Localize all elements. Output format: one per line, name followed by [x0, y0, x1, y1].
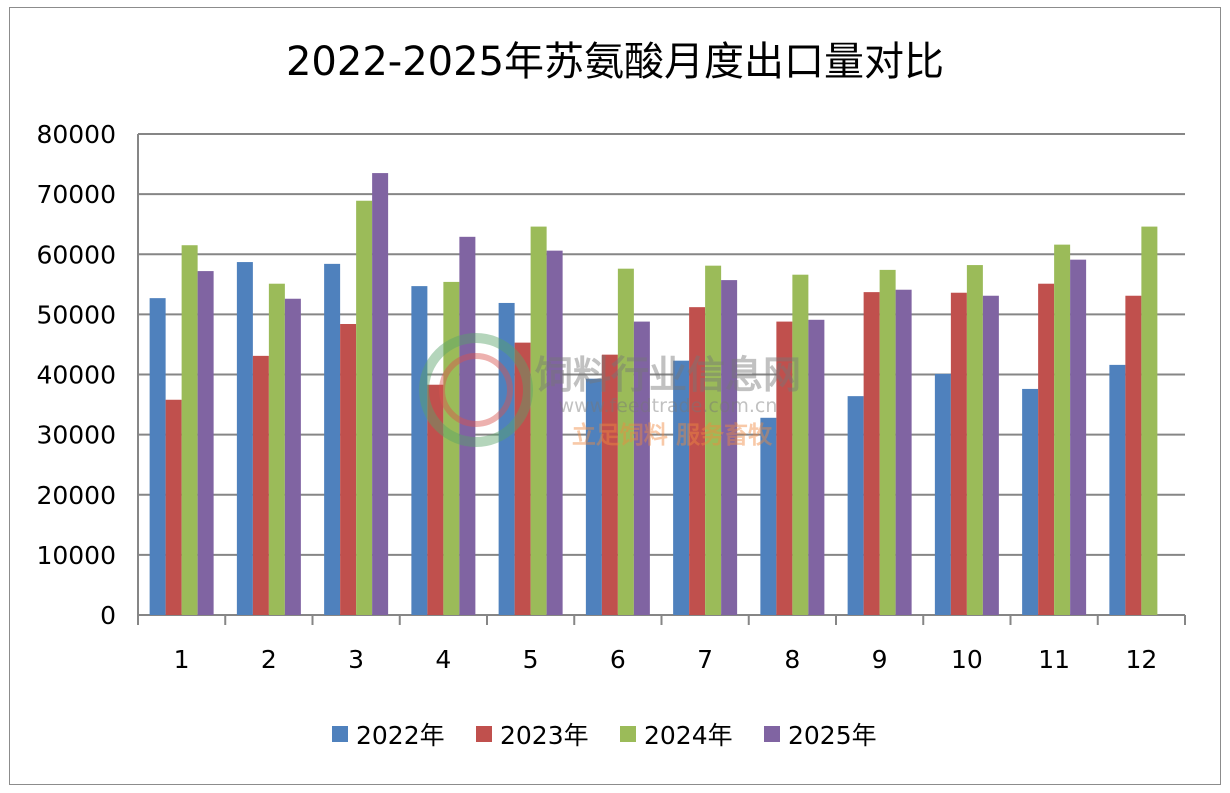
x-tick-label: 6: [610, 645, 626, 674]
bar-2023年-2: [252, 355, 269, 615]
chart-frame: [9, 7, 1221, 785]
bar-2022年-7: [673, 360, 690, 615]
bar-2024年-2: [268, 283, 285, 615]
x-tick-label: 7: [697, 645, 713, 674]
bar-2023年-1: [165, 399, 182, 615]
bar-2024年-7: [705, 265, 722, 615]
svg-text:立足饲料 服务畜牧: 立足饲料 服务畜牧: [572, 421, 773, 449]
bar-2024年-1: [181, 245, 198, 615]
chart-title: 2022-2025年苏氨酸月度出口量对比: [286, 39, 944, 85]
bar-2025年-4: [459, 236, 476, 615]
legend-swatch: [764, 726, 780, 742]
bar-2023年-7: [689, 307, 706, 615]
bar-2022年-9: [847, 396, 864, 615]
bar-2024年-12: [1141, 226, 1158, 615]
legend-label: 2023年: [500, 721, 589, 750]
y-tick-label: 60000: [36, 240, 116, 269]
x-tick-label: 1: [174, 645, 190, 674]
bar-2023年-9: [863, 292, 880, 615]
svg-text:饲料行业信息网: 饲料行业信息网: [535, 353, 801, 397]
bar-2023年-4: [427, 384, 444, 615]
legend-label: 2022年: [356, 721, 445, 750]
bar-2025年-11: [1070, 259, 1087, 615]
bar-2022年-5: [498, 302, 515, 615]
watermark: 饲料行业信息网 www.feedtrade.com.cn 立足饲料 服务畜牧: [419, 333, 801, 449]
bar-2022年-11: [1022, 388, 1039, 615]
bar-2023年-8: [776, 321, 793, 615]
y-tick-label: 10000: [36, 541, 116, 570]
bar-2024年-10: [966, 265, 983, 615]
x-tick-label: 5: [523, 645, 539, 674]
y-tick-label: 50000: [36, 300, 116, 329]
x-tick-label: 4: [435, 645, 451, 674]
bar-2023年-12: [1125, 295, 1142, 615]
bar-2025年-5: [546, 250, 563, 615]
bar-2024年-8: [792, 274, 809, 615]
y-tick-label: 20000: [36, 481, 116, 510]
bar-2022年-4: [411, 286, 428, 615]
x-tick-label: 11: [1038, 645, 1070, 674]
y-tick-label: 30000: [36, 421, 116, 450]
bar-2023年-11: [1038, 283, 1055, 615]
svg-text:www.feedtrade.com.cn: www.feedtrade.com.cn: [559, 395, 778, 417]
bar-2022年-3: [324, 263, 341, 615]
bar-2025年-6: [633, 321, 650, 615]
bar-2023年-6: [601, 354, 618, 615]
y-tick-label: 40000: [36, 361, 116, 390]
bar-2025年-2: [284, 298, 301, 615]
legend-swatch: [332, 726, 348, 742]
bar-2022年-10: [934, 373, 951, 615]
x-tick-label: 3: [348, 645, 364, 674]
y-tick-label: 70000: [36, 180, 116, 209]
bar-2022年-6: [585, 378, 602, 615]
y-tick-label: 80000: [36, 120, 116, 149]
y-tick-label: 0: [100, 601, 116, 630]
bar-2022年-1: [149, 298, 166, 615]
bar-2025年-3: [372, 173, 389, 616]
bar-2025年-1: [197, 271, 214, 615]
legend-swatch: [476, 726, 492, 742]
bar-2022年-8: [760, 417, 777, 615]
x-tick-label: 9: [872, 645, 888, 674]
x-tick-label: 10: [951, 645, 983, 674]
bar-2024年-6: [617, 268, 634, 615]
x-tick-label: 12: [1125, 645, 1157, 674]
bar-2022年-12: [1109, 364, 1126, 615]
bar-2025年-8: [808, 319, 825, 615]
bar-2025年-9: [895, 289, 912, 615]
legend-label: 2024年: [644, 721, 733, 750]
bar-2024年-5: [530, 226, 547, 615]
x-tick-label: 8: [784, 645, 800, 674]
bar-2025年-7: [721, 280, 738, 615]
bar-2023年-10: [950, 292, 967, 615]
bar-2024年-4: [443, 281, 460, 615]
bar-2023年-5: [514, 342, 531, 615]
bar-2024年-9: [879, 269, 896, 615]
bar-2024年-11: [1054, 244, 1071, 615]
bar-2025年-10: [982, 295, 999, 615]
bar-2024年-3: [356, 200, 373, 615]
legend-label: 2025年: [788, 721, 877, 750]
legend-swatch: [620, 726, 636, 742]
x-tick-label: 2: [261, 645, 277, 674]
bar-2023年-3: [340, 323, 357, 615]
bar-2022年-2: [236, 262, 253, 615]
